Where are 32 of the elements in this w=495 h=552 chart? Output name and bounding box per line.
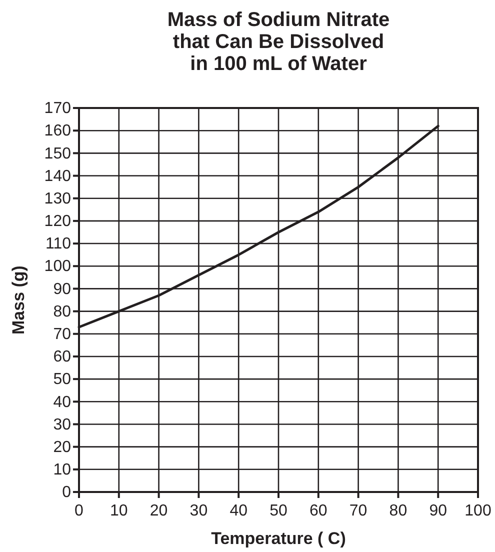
x-tick-label: 0 (74, 502, 84, 520)
x-tick-label: 70 (349, 502, 368, 520)
y-tick-label: 110 (45, 236, 72, 253)
y-tick-label: 0 (62, 484, 72, 502)
x-tick-label: 100 (464, 502, 492, 520)
y-tick-label: 170 (44, 100, 72, 118)
y-tick-label: 80 (53, 303, 72, 320)
y-tick-label: 60 (53, 348, 72, 366)
y-tick-label: 40 (53, 394, 72, 411)
x-tick-label: 20 (150, 502, 168, 520)
y-tick-label: 90 (53, 280, 72, 298)
x-tick-label: 50 (270, 502, 288, 520)
x-tick-label: 30 (190, 502, 208, 520)
y-tick-label: 20 (53, 438, 72, 456)
x-tick-label: 90 (429, 502, 448, 520)
y-tick-label: 130 (44, 190, 72, 208)
y-tick-label: 140 (44, 168, 72, 185)
y-tick-label: 100 (44, 258, 72, 276)
x-tick-label: 10 (110, 502, 128, 520)
x-axis-title: Temperature ( C) (211, 529, 346, 548)
y-tick-label: 10 (53, 462, 72, 479)
chart-title: Mass of Sodium Nitrate that Can Be Dissolved in 100 mL of Water (167, 9, 390, 75)
x-tick-label: 80 (389, 502, 408, 520)
y-tick-label: 120 (44, 213, 72, 230)
y-axis-title: Mass (g) (9, 266, 28, 334)
x-tick-label: 60 (310, 502, 328, 520)
y-tick-label: 70 (53, 326, 72, 343)
x-tick-label: 40 (230, 502, 248, 520)
y-tick-label: 30 (53, 416, 72, 434)
y-tick-label: 150 (44, 145, 72, 162)
y-tick-label: 160 (44, 122, 72, 140)
y-tick-label: 50 (53, 371, 72, 388)
